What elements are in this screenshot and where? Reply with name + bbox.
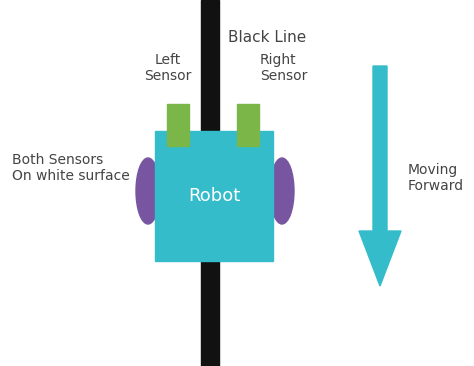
Text: Moving
Forward: Moving Forward bbox=[408, 163, 464, 193]
Ellipse shape bbox=[270, 158, 294, 224]
Bar bbox=[155, 131, 273, 261]
Text: Both Sensors
On white surface: Both Sensors On white surface bbox=[12, 153, 130, 183]
Bar bbox=[201, 0, 219, 366]
Text: Left
Sensor: Left Sensor bbox=[144, 53, 191, 83]
Bar bbox=[237, 104, 259, 146]
Ellipse shape bbox=[136, 158, 160, 224]
Text: Right
Sensor: Right Sensor bbox=[260, 53, 307, 83]
FancyArrow shape bbox=[359, 66, 401, 286]
Bar bbox=[167, 104, 189, 146]
Text: Black Line: Black Line bbox=[228, 30, 306, 45]
Text: Robot: Robot bbox=[188, 187, 240, 205]
